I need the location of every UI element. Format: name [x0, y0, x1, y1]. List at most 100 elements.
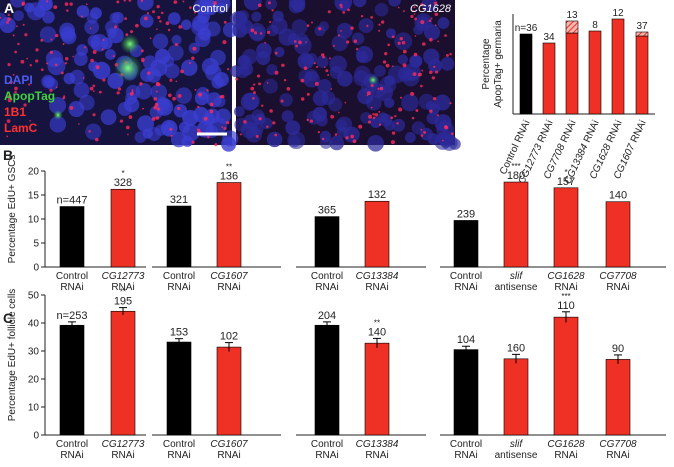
speck: [422, 42, 426, 46]
speck: [95, 65, 100, 70]
nucleus: [10, 0, 26, 8]
nucleus: [42, 10, 55, 24]
speck: [397, 41, 401, 45]
x-tick-label: CG7708: [599, 271, 637, 282]
speck: [154, 102, 159, 107]
speck: [445, 53, 449, 57]
speck: [155, 90, 158, 93]
speck: [399, 36, 403, 41]
speck: [102, 38, 105, 41]
speck: [243, 120, 247, 124]
speck: [49, 50, 53, 54]
hatched-segment: [565, 20, 579, 34]
speck: [269, 109, 273, 113]
n-label: 12: [612, 8, 624, 19]
speck: [84, 46, 87, 49]
speck: [322, 55, 325, 59]
stain-label: 1B1: [4, 105, 26, 119]
x-tick-label-part: RNAi: [536, 119, 556, 145]
speck: [112, 55, 115, 58]
speck: [366, 24, 369, 28]
panel-letter: A: [4, 0, 14, 16]
nucleus: [192, 15, 209, 33]
speck: [250, 86, 255, 91]
speck: [85, 3, 88, 6]
speck: [378, 110, 381, 113]
error-bar: [562, 311, 570, 323]
speck: [422, 130, 426, 135]
speck: [347, 8, 350, 12]
significance: ***: [561, 292, 570, 301]
speck: [378, 23, 381, 26]
speck: [434, 24, 437, 27]
speck: [269, 21, 272, 24]
speck: [6, 119, 11, 123]
speck: [392, 65, 394, 68]
n-label: 132: [368, 189, 386, 201]
nucleus: [175, 87, 192, 104]
micrographs: [0, 0, 461, 152]
nucleus: [319, 130, 332, 143]
speck: [430, 17, 433, 20]
x-tick-label: CG1628: [547, 439, 585, 450]
x-tick-label: RNAi: [606, 282, 629, 293]
speck: [64, 2, 69, 6]
nucleus: [423, 48, 440, 65]
speck: [360, 14, 364, 18]
x-tick-label: RNAi: [454, 450, 477, 461]
speck: [414, 17, 417, 21]
speck: [315, 65, 319, 68]
speck: [135, 23, 139, 28]
x-tick-label: RNAi: [217, 282, 240, 293]
y-tick-label: 30: [28, 347, 40, 358]
nucleus: [384, 119, 395, 131]
speck: [449, 52, 452, 56]
speck: [175, 80, 178, 83]
speck: [342, 11, 346, 14]
speck: [340, 29, 342, 32]
speck: [337, 34, 341, 37]
y-axis-label: Percentage EdU+ follicle cells: [7, 289, 18, 422]
bar: [503, 358, 529, 436]
nucleus: [155, 98, 171, 114]
speck: [6, 20, 9, 24]
error-bar: [373, 337, 381, 348]
bar: [542, 42, 556, 115]
speck: [89, 86, 94, 91]
speck: [194, 88, 197, 91]
speck: [432, 96, 437, 101]
speck: [267, 1, 271, 5]
panel-letter: B: [3, 147, 13, 163]
speck: [153, 97, 158, 101]
nucleus: [181, 59, 198, 76]
speck: [415, 109, 419, 112]
speck: [372, 112, 375, 116]
x-tick-label: RNAi: [454, 282, 477, 293]
n-label: 239: [457, 208, 475, 220]
y-tick-label: 0: [33, 263, 39, 274]
speck: [330, 114, 335, 119]
speck: [80, 15, 83, 18]
speck: [142, 107, 144, 110]
bar: [553, 316, 579, 436]
speck: [266, 125, 269, 128]
speck: [7, 63, 11, 67]
nucleus: [402, 69, 420, 87]
speck: [226, 67, 230, 71]
speck: [372, 116, 376, 120]
y-tick-label: 5: [33, 239, 39, 250]
bar: [519, 33, 533, 115]
speck: [368, 114, 373, 119]
speck: [345, 136, 349, 140]
bar: [59, 324, 85, 436]
speck: [182, 0, 185, 3]
nucleus: [146, 68, 161, 83]
speck: [221, 126, 224, 129]
n-label: 104: [457, 334, 475, 346]
speck: [55, 33, 59, 38]
speck: [293, 40, 297, 43]
speck: [382, 60, 387, 64]
speck: [317, 131, 320, 134]
speck: [429, 109, 433, 113]
nucleus: [210, 49, 226, 66]
